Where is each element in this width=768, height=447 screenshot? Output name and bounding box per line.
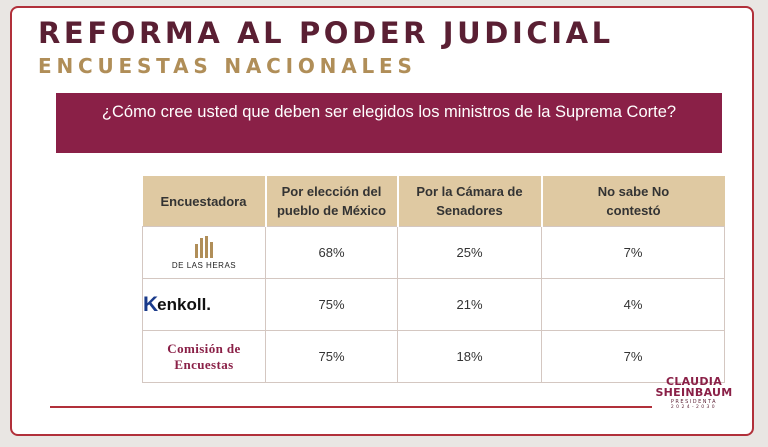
brand-name-line2: SHEINBAUM (655, 386, 733, 399)
question-banner: ¿Cómo cree usted que deben ser elegidos … (56, 93, 722, 153)
value-cell: 75% (265, 278, 398, 331)
value-cell: 4% (541, 278, 725, 331)
value-cell: 7% (541, 330, 725, 383)
pollster-name: enkoll. (157, 294, 212, 314)
value-cell: 68% (265, 226, 398, 279)
pollster-name-line1: Comisión de (167, 340, 241, 356)
column-header-senate: Por la Cámara de Senadores (397, 176, 543, 227)
value-cell: 18% (397, 330, 542, 383)
column-header-pollster: Encuestadora (142, 176, 267, 227)
brand-name-line1: CLAUDIA (665, 375, 723, 388)
table-row: K enkoll. 75% 21% 4% (142, 278, 725, 331)
pollster-cell: K enkoll. (142, 278, 266, 331)
table-header-row: Encuestadora Por elección del pueblo de … (142, 176, 725, 227)
footer-divider (50, 406, 652, 408)
brand-role: PRESIDENTA (670, 399, 718, 405)
comision-de-encuestas-logo: Comisión de Encuestas (167, 341, 240, 373)
value-cell: 7% (541, 226, 725, 279)
value-cell: 21% (397, 278, 542, 331)
page-title: REFORMA AL PODER JUDICIAL (38, 16, 614, 50)
de-las-heras-mark-icon (195, 235, 213, 258)
pollster-name: DE LAS HERAS (171, 260, 237, 270)
claudia-sheinbaum-logo: CLAUDIA SHEINBAUM PRESIDENTA 2024-2030 (652, 376, 736, 410)
pollster-name-line2: Encuestas (174, 356, 234, 372)
pollster-cell: DE LAS HERAS (142, 226, 266, 279)
de-las-heras-logo: DE LAS HERAS (143, 235, 265, 270)
column-header-no-answer: No sabe No contestó (541, 176, 725, 227)
pollster-cell: Comisión de Encuestas (142, 330, 266, 383)
enkoll-mark-icon: K (143, 292, 159, 316)
enkoll-logo: K enkoll. (143, 293, 265, 317)
table-row: DE LAS HERAS 68% 25% 7% (142, 226, 725, 279)
value-cell: 25% (397, 226, 542, 279)
brand-years: 2024-2030 (670, 405, 718, 410)
poll-results-table: Encuestadora Por elección del pueblo de … (142, 176, 725, 383)
slide: REFORMA AL PODER JUDICIAL ENCUESTAS NACI… (10, 6, 754, 436)
column-header-popular-election: Por elección del pueblo de México (265, 176, 399, 227)
value-cell: 75% (265, 330, 398, 383)
page-subtitle: ENCUESTAS NACIONALES (38, 54, 417, 78)
table-row: Comisión de Encuestas 75% 18% 7% (142, 330, 725, 383)
